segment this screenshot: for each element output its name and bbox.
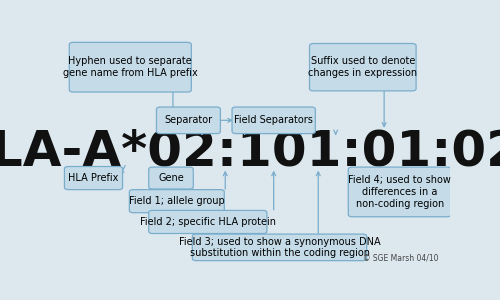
FancyBboxPatch shape — [148, 210, 267, 233]
Text: Field Separators: Field Separators — [234, 115, 313, 125]
FancyBboxPatch shape — [148, 167, 194, 189]
FancyBboxPatch shape — [192, 234, 366, 261]
FancyBboxPatch shape — [156, 107, 220, 134]
Text: HLA Prefix: HLA Prefix — [68, 173, 118, 183]
Text: Field 4; used to show
differences in a
non-coding region: Field 4; used to show differences in a n… — [348, 175, 451, 208]
FancyBboxPatch shape — [310, 44, 416, 91]
Text: Field 3; used to show a synonymous DNA
substitution within the coding region: Field 3; used to show a synonymous DNA s… — [178, 237, 380, 258]
Text: Field 1; allele group: Field 1; allele group — [129, 196, 224, 206]
FancyBboxPatch shape — [130, 190, 224, 213]
FancyBboxPatch shape — [348, 167, 451, 217]
FancyBboxPatch shape — [64, 167, 122, 190]
Text: Suffix used to denote
changes in expression: Suffix used to denote changes in express… — [308, 56, 418, 78]
Text: Hyphen used to separate
gene name from HLA prefix: Hyphen used to separate gene name from H… — [63, 56, 198, 78]
Text: HLA-A*02:101:01:02N: HLA-A*02:101:01:02N — [0, 128, 500, 176]
Text: Gene: Gene — [158, 173, 184, 183]
FancyBboxPatch shape — [232, 107, 316, 134]
Text: © SGE Marsh 04/10: © SGE Marsh 04/10 — [363, 254, 438, 262]
FancyBboxPatch shape — [70, 42, 192, 92]
Text: Field 2; specific HLA protein: Field 2; specific HLA protein — [140, 217, 276, 227]
Text: Separator: Separator — [164, 115, 212, 125]
